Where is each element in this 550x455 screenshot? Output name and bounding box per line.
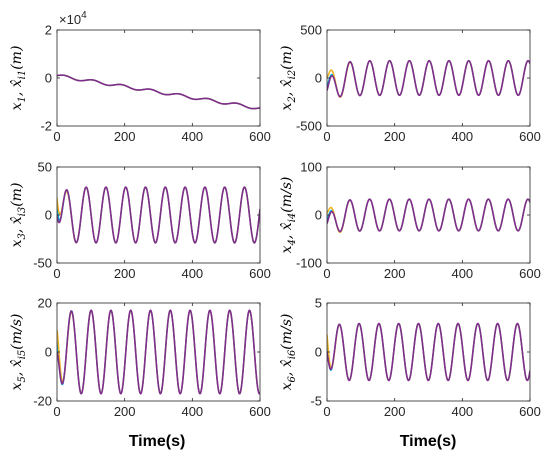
y-axis-label: x1, x̂i1(m) [9,46,28,111]
series-group [57,186,260,244]
y-tick-label: 100 [300,160,322,175]
axes-box [326,302,531,402]
x-tick-label: 200 [114,129,136,144]
series-true-3-line [57,186,260,244]
x-tick-label: 600 [519,404,541,419]
y-tick-label: -50 [33,256,52,271]
y-tick-label: -20 [33,394,52,409]
x-tick-label: 400 [451,404,473,419]
x-tick-label: 0 [53,266,60,281]
x-tick-label: 0 [323,404,330,419]
x-axis-label-left: Time(s) [129,433,186,450]
y-tick-label: 50 [38,160,52,175]
x-tick-label: 600 [249,266,271,281]
x-tick-label: 400 [451,266,473,281]
y-tick-label: -5 [310,394,322,409]
series-true-3-line [327,59,530,98]
axes-box [326,29,531,127]
y-tick-label: 500 [300,23,322,38]
x-tick-label: 400 [181,266,203,281]
y-exponent-label: ×104 [59,10,87,27]
x-tick-label: 200 [114,404,136,419]
series-true-3-line [57,309,260,395]
y-tick-label: 5 [315,296,322,311]
axes-box [326,166,531,264]
x-tick-label: 600 [519,129,541,144]
y-axis-label: x6, x̂i6(m/s) [279,314,298,391]
x-tick-label: 600 [249,404,271,419]
x-tick-label: 200 [384,266,406,281]
series-group [327,322,530,382]
x-tick-label: 400 [451,129,473,144]
series-true-3-line [327,322,530,382]
y-tick-label: 0 [45,71,52,86]
x-tick-label: 0 [53,129,60,144]
y-tick-label: 20 [38,296,52,311]
axes-box [56,29,261,127]
y-axis-label: x2, x̂i2(m) [279,46,298,111]
series-group [57,74,260,110]
x-tick-label: 200 [384,404,406,419]
y-tick-label: -100 [296,256,322,271]
x-tick-label: 400 [181,404,203,419]
series-group [327,59,530,98]
y-tick-label: 0 [315,208,322,223]
y-tick-label: 0 [315,345,322,360]
x-tick-label: 600 [519,266,541,281]
y-axis-label: x4, x̂i4(m/s) [279,177,298,254]
x-axis-label-right: Time(s) [400,433,457,450]
series-group [57,309,260,395]
y-tick-label: 0 [315,71,322,86]
x-tick-label: 0 [323,129,330,144]
y-axis-label: x3, x̂i3(m) [9,183,28,248]
y-tick-label: -500 [296,119,322,134]
series-true-3-line [57,74,260,110]
y-tick-label: 0 [45,345,52,360]
series-true-3-line [327,198,530,233]
x-tick-label: 0 [323,266,330,281]
y-tick-label: -2 [40,119,52,134]
y-tick-label: 0 [45,208,52,223]
x-tick-label: 600 [249,129,271,144]
x-tick-label: 200 [114,266,136,281]
series-group [327,198,530,234]
y-axis-label: x5, x̂i5(m/s) [9,314,28,391]
x-tick-label: 400 [181,129,203,144]
x-tick-label: 200 [384,129,406,144]
y-tick-label: 2 [45,23,52,38]
x-tick-label: 0 [53,404,60,419]
